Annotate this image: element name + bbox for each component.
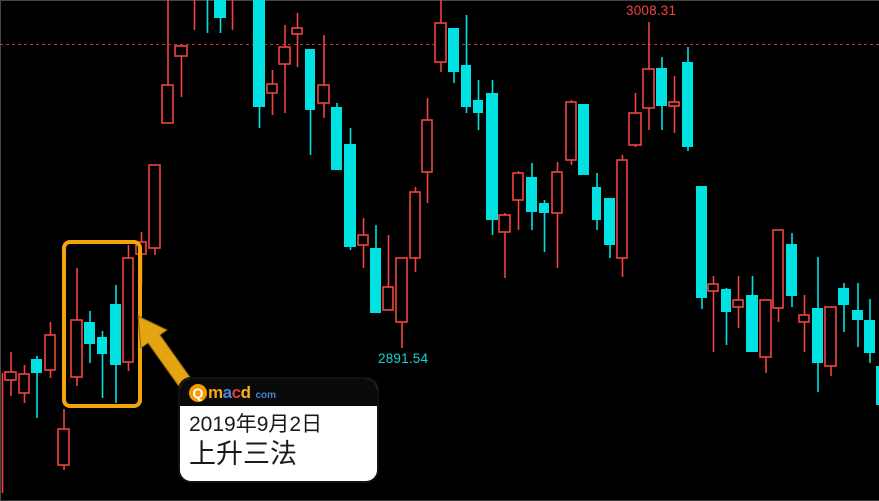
candle [266,70,278,115]
candle [448,28,459,83]
pattern-date: 2019年9月2日 [189,413,323,436]
candle [97,331,107,398]
high-price-label: 3008.31 [626,3,677,18]
candle [57,409,70,470]
candle [18,365,30,403]
candle [772,229,784,322]
candle [798,295,810,352]
candle [539,200,549,252]
candle [370,225,381,313]
candle [786,233,797,307]
candle [421,98,433,203]
candle [642,22,655,130]
candle [682,47,693,151]
candle [214,0,226,33]
candle [526,163,537,230]
candle [864,299,875,363]
candle [161,0,174,124]
candle [838,283,849,332]
macd-logo[interactable]: Q macd com [180,379,377,406]
logo-q-icon: Q [189,383,207,402]
pattern-name: 上升三法 [189,439,297,470]
candle [656,57,667,130]
candle [876,366,879,405]
candle [174,45,188,97]
candle [461,15,471,113]
candle [344,128,356,250]
candle [253,0,265,128]
logo-com-suffix: com [255,390,277,401]
pattern-callout: Q macd com 2019年9月2日 上升三法 [178,377,379,483]
candle [668,76,680,133]
candle [31,356,42,418]
candle [4,352,17,396]
candle [317,35,330,118]
candle [852,283,863,347]
callout-body: 2019年9月2日 上升三法 [180,406,377,475]
candle [409,187,421,272]
candle [357,218,369,268]
candle [84,311,95,363]
candle [746,276,758,352]
candle [473,80,483,130]
pattern-highlight-box [62,240,142,408]
candle [44,322,56,378]
candle [122,245,134,371]
candle [551,162,563,268]
candle [812,257,823,392]
candle [305,49,315,155]
candle [291,13,303,67]
candle [434,0,447,72]
candle [824,306,837,376]
candle [732,276,744,328]
candle [331,103,342,170]
candle [486,80,498,235]
candle [604,198,615,258]
candle [565,100,577,165]
candle [382,235,394,311]
candle [628,93,642,147]
candle [696,186,707,309]
candle [578,104,589,175]
candle [148,164,161,255]
logo-wordmark: macd [208,382,251,402]
candle [395,257,408,348]
low-price-label: 2891.54 [378,351,429,366]
candle [616,155,628,277]
candle [110,285,121,403]
candle [498,213,511,278]
candle [70,268,83,386]
candle [707,276,719,352]
candle [721,288,731,345]
candle [512,171,524,230]
candle [278,25,291,113]
candle [759,299,772,373]
candle [592,173,601,230]
